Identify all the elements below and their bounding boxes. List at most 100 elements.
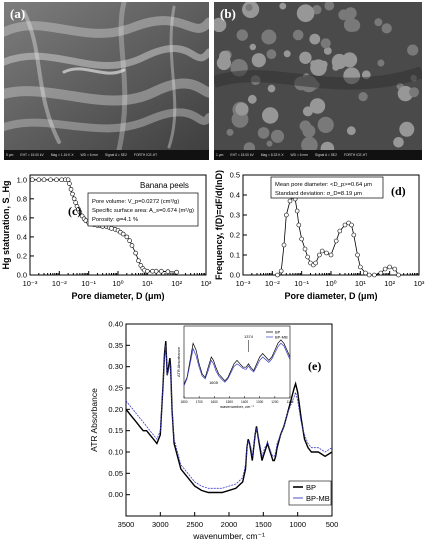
y-axis-label: Frequency, f(D)=dF/d(lnD) xyxy=(214,170,224,280)
sem-particle xyxy=(320,38,331,49)
annotation-box xyxy=(270,176,384,199)
annotation-line: Mean pore diameter: <D_p>=0.64 μm xyxy=(275,182,372,188)
x-tick-label: 3500 xyxy=(118,520,135,529)
data-point xyxy=(287,198,293,204)
inset-y-axis-label: ATR Absorbance xyxy=(176,346,181,377)
data-point xyxy=(358,264,363,270)
data-point xyxy=(387,264,392,270)
x-axis-label: Pore diameter, D (μm) xyxy=(284,291,377,301)
data-point xyxy=(281,242,287,248)
y-tick-label: 0.2 xyxy=(17,251,27,260)
x-tick-label: 10⁻¹ xyxy=(81,279,96,288)
y-tick-label: 0.25 xyxy=(108,384,123,393)
sem-texture-b xyxy=(214,2,422,156)
y-tick-label: 0.2 xyxy=(230,231,240,240)
inset-x-tick-label: 1400 xyxy=(241,400,248,404)
annotation-line: Standard deviation: σ_D=8.19 μm xyxy=(275,191,362,197)
sem-particle xyxy=(309,33,321,45)
y-tick-label: 0.05 xyxy=(108,469,123,478)
sem-particle xyxy=(312,5,322,15)
data-point xyxy=(337,228,343,234)
sem-particle xyxy=(245,4,253,11)
legend-label: BP-MB xyxy=(306,494,330,503)
sem-particle xyxy=(249,43,256,51)
sem-particle xyxy=(214,17,227,33)
sem-particle xyxy=(393,137,404,148)
data-point xyxy=(153,268,159,274)
x-tick-label: 1500 xyxy=(255,520,272,529)
x-tick-label: 10⁰ xyxy=(325,279,336,288)
x-tick-label: 10¹ xyxy=(142,279,153,288)
y-tick-label: 0.4 xyxy=(230,191,240,200)
sem-particle xyxy=(279,2,287,10)
data-point xyxy=(355,252,360,258)
inset-annotation: 1374 xyxy=(244,334,254,339)
data-point xyxy=(127,238,132,244)
data-point xyxy=(145,268,150,274)
data-point xyxy=(36,177,42,183)
sem-particle xyxy=(358,92,368,102)
inset-frame xyxy=(183,325,291,399)
data-point xyxy=(392,266,398,272)
inset-annotation: 1605 xyxy=(209,380,219,385)
y-tick-label: 0.4 xyxy=(17,232,27,241)
data-point xyxy=(275,272,280,278)
sem-particle xyxy=(302,124,316,138)
data-point xyxy=(77,209,83,215)
data-point xyxy=(65,177,71,183)
data-point xyxy=(48,177,53,183)
data-point xyxy=(296,222,302,228)
y-axis-label: ATR Absorbance xyxy=(89,388,99,452)
x-tick-label: 10³ xyxy=(201,279,212,288)
inset-x-tick-label: 1300 xyxy=(256,400,263,404)
chart-title: Banana peels xyxy=(140,181,189,190)
sem-particle xyxy=(338,9,350,21)
x-tick-label: 2000 xyxy=(221,520,238,529)
sem-particle xyxy=(247,94,257,104)
sem-particle xyxy=(299,51,312,64)
sem-texture-a xyxy=(4,2,209,153)
y-tick-label: 0.20 xyxy=(108,405,123,414)
data-point xyxy=(124,234,130,240)
x-tick-label: 2500 xyxy=(186,520,203,529)
sem-particle xyxy=(236,29,248,41)
inset-x-tick-label: 1200 xyxy=(271,400,278,404)
data-point xyxy=(67,181,72,186)
x-tick-label: 3000 xyxy=(152,520,169,529)
data-point xyxy=(349,222,354,228)
data-point xyxy=(363,270,368,276)
inset-x-tick-label: 1500 xyxy=(226,400,233,404)
chart-d: 10⁻³ 10⁻² 10⁻¹ 10⁰ 10¹ 10² 10³ 0.0 0.1 0.2 0.3 0.4 0… xyxy=(214,170,425,301)
sem-particle xyxy=(324,2,335,11)
data-point xyxy=(165,269,171,274)
data-point xyxy=(342,222,348,228)
sem-particle xyxy=(377,59,385,67)
y-tick-label: 0.6 xyxy=(17,213,27,222)
x-tick-label: 10⁻³ xyxy=(236,279,251,288)
x-tick-label: 10¹ xyxy=(355,279,366,288)
panel-label-e: (e) xyxy=(308,359,321,373)
legend-label: BP xyxy=(306,483,316,492)
data-point xyxy=(351,232,357,238)
sem-particle xyxy=(270,129,285,143)
data-point xyxy=(68,186,74,192)
sem-particle xyxy=(397,85,414,102)
data-point xyxy=(372,272,377,278)
inset-x-tick-label: 1100 xyxy=(287,400,294,404)
x-tick-label: 10² xyxy=(171,279,182,288)
sem-particle xyxy=(283,50,291,58)
sem-particle xyxy=(292,29,304,41)
y-tick-label: 0.0 xyxy=(17,271,27,280)
x-tick-label: 10⁻³ xyxy=(23,279,38,288)
data-point xyxy=(284,212,289,218)
sem-particle xyxy=(226,128,234,136)
data-point xyxy=(319,248,325,254)
y-tick-label: 0.35 xyxy=(108,341,123,350)
sem-info-bar-a: 5 μm EHT = 15.00 kV Mag = 1.16 K X WD = 6 m… xyxy=(4,150,209,160)
data-point xyxy=(294,208,300,214)
chart-c: 10⁻³ 10⁻² 10⁻¹ 10⁰ 10¹ 10² 10³ 0.0 0.2 0.4 0.6 0.8 1… xyxy=(1,174,212,301)
sem-particle xyxy=(342,52,358,68)
data-point xyxy=(120,231,126,237)
sem-particle xyxy=(262,107,279,124)
sem-particle xyxy=(346,126,356,136)
